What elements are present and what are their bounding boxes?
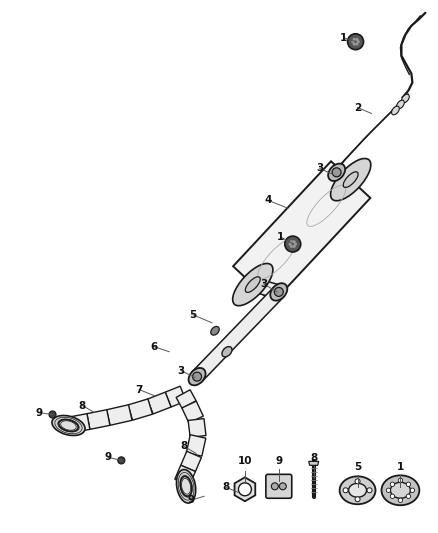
Circle shape [289, 243, 291, 245]
Ellipse shape [189, 368, 205, 385]
Circle shape [332, 168, 341, 177]
Ellipse shape [396, 100, 404, 109]
Text: 1: 1 [277, 232, 284, 242]
Circle shape [406, 494, 410, 498]
Text: 8: 8 [180, 441, 188, 451]
Text: 8: 8 [223, 482, 230, 492]
Text: 3: 3 [260, 279, 268, 289]
Ellipse shape [245, 277, 260, 293]
Circle shape [386, 488, 391, 492]
Ellipse shape [177, 470, 196, 503]
Circle shape [271, 483, 278, 490]
Circle shape [290, 245, 293, 248]
Circle shape [238, 483, 251, 496]
Polygon shape [233, 161, 371, 303]
Circle shape [357, 41, 360, 43]
Circle shape [353, 43, 355, 45]
Circle shape [274, 287, 283, 296]
Ellipse shape [59, 419, 78, 431]
Text: 7: 7 [136, 385, 143, 394]
Text: 10: 10 [238, 456, 252, 466]
Text: 9: 9 [35, 408, 42, 417]
Circle shape [356, 38, 358, 41]
Text: 8: 8 [79, 401, 86, 410]
Circle shape [406, 482, 410, 487]
Text: 2: 2 [354, 102, 361, 112]
Polygon shape [71, 414, 90, 432]
Text: 9: 9 [275, 456, 283, 466]
Circle shape [398, 478, 403, 482]
Polygon shape [186, 435, 206, 456]
Circle shape [355, 497, 360, 502]
Polygon shape [188, 418, 206, 438]
Circle shape [285, 236, 301, 252]
Ellipse shape [52, 416, 85, 435]
Text: 8: 8 [310, 454, 317, 463]
Circle shape [356, 43, 358, 45]
Polygon shape [128, 399, 152, 420]
Circle shape [290, 240, 293, 243]
Circle shape [398, 498, 403, 503]
Circle shape [410, 488, 415, 492]
Circle shape [355, 479, 360, 484]
Circle shape [293, 240, 295, 243]
Text: 9: 9 [105, 453, 112, 463]
Text: 5: 5 [190, 310, 197, 320]
Ellipse shape [381, 475, 419, 505]
Ellipse shape [402, 94, 409, 103]
Polygon shape [182, 401, 203, 423]
Circle shape [118, 457, 125, 464]
Circle shape [293, 245, 295, 248]
Polygon shape [147, 392, 171, 414]
Ellipse shape [233, 263, 273, 306]
Polygon shape [331, 94, 408, 176]
Circle shape [390, 494, 395, 498]
Circle shape [352, 41, 354, 43]
Text: 1: 1 [340, 33, 347, 43]
Ellipse shape [222, 346, 232, 357]
Polygon shape [106, 405, 132, 425]
Ellipse shape [211, 326, 219, 335]
Ellipse shape [180, 477, 192, 496]
Ellipse shape [270, 283, 287, 301]
Circle shape [279, 483, 286, 490]
Ellipse shape [392, 106, 399, 115]
Polygon shape [175, 465, 195, 486]
Text: 1: 1 [397, 462, 404, 472]
Text: 5: 5 [354, 462, 361, 472]
FancyBboxPatch shape [266, 474, 292, 498]
Ellipse shape [390, 482, 410, 498]
Circle shape [294, 243, 297, 245]
Ellipse shape [331, 158, 371, 201]
Circle shape [353, 38, 355, 41]
Polygon shape [165, 386, 186, 407]
Circle shape [193, 372, 201, 381]
Text: 4: 4 [264, 195, 272, 205]
Ellipse shape [343, 172, 358, 188]
Text: 3: 3 [316, 163, 323, 173]
Circle shape [49, 411, 56, 418]
Polygon shape [192, 287, 284, 382]
Polygon shape [235, 478, 255, 501]
Ellipse shape [328, 164, 345, 181]
Circle shape [343, 488, 348, 493]
Polygon shape [309, 462, 319, 465]
Circle shape [390, 482, 395, 487]
Polygon shape [251, 278, 281, 298]
Circle shape [367, 488, 372, 493]
Polygon shape [87, 410, 110, 429]
Text: 6: 6 [151, 342, 158, 352]
Text: 3: 3 [177, 366, 185, 376]
Polygon shape [181, 451, 201, 472]
Text: 9: 9 [187, 495, 194, 505]
Circle shape [348, 34, 364, 50]
Ellipse shape [349, 483, 367, 497]
Polygon shape [176, 390, 196, 408]
Ellipse shape [339, 477, 375, 504]
